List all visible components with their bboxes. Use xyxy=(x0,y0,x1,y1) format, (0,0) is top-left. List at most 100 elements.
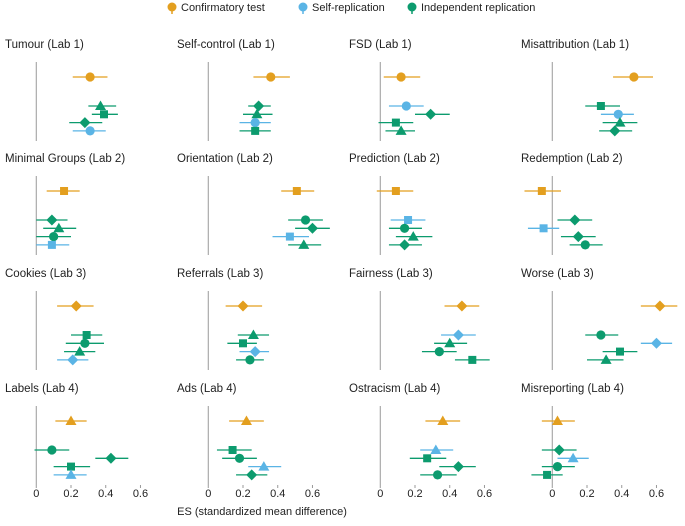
panel-title: Referrals (Lab 3) xyxy=(177,268,263,280)
marker xyxy=(537,187,546,195)
marker xyxy=(80,338,90,348)
marker xyxy=(596,102,605,110)
marker xyxy=(434,347,444,357)
x-tick-label: 0.6 xyxy=(477,488,492,500)
marker xyxy=(47,240,56,249)
marker xyxy=(551,415,563,425)
marker xyxy=(432,470,443,480)
marker xyxy=(47,445,57,455)
legend-label: Self-replication xyxy=(312,2,385,14)
marker xyxy=(49,232,59,242)
marker xyxy=(539,224,548,233)
panel-title: Ostracism (Lab 4) xyxy=(349,383,441,395)
x-tick-label: 0.6 xyxy=(133,488,148,500)
x-tick-label: 0.2 xyxy=(235,488,250,500)
marker xyxy=(53,222,65,233)
marker xyxy=(430,444,442,454)
panel-title: Misattribution (Lab 1) xyxy=(521,39,629,51)
marker xyxy=(572,231,584,243)
marker xyxy=(74,346,86,356)
marker xyxy=(452,329,464,341)
x-tick-label: 0.6 xyxy=(649,488,664,500)
x-tick-label: 0.6 xyxy=(305,488,320,500)
panel-title: FSD (Lab 1) xyxy=(349,39,412,51)
x-tick-label: 0.2 xyxy=(579,488,594,500)
marker xyxy=(391,187,400,195)
marker xyxy=(60,187,69,195)
x-axis-label: ES (standardized mean difference) xyxy=(177,506,347,518)
marker xyxy=(249,346,261,358)
x-tick-label: 0.2 xyxy=(407,488,422,500)
marker xyxy=(250,118,260,128)
panel-title: Minimal Groups (Lab 2) xyxy=(5,153,125,165)
x-tick-label: 0.4 xyxy=(442,488,457,500)
marker xyxy=(82,331,91,339)
x-tick-label: 0.2 xyxy=(63,488,78,500)
marker xyxy=(407,231,419,241)
marker xyxy=(67,462,75,471)
marker xyxy=(234,453,245,463)
marker xyxy=(444,337,456,348)
marker xyxy=(569,214,581,226)
marker xyxy=(245,355,255,365)
marker xyxy=(253,100,265,112)
marker xyxy=(650,337,662,349)
marker xyxy=(437,415,449,425)
marker xyxy=(70,300,82,312)
marker xyxy=(251,108,263,119)
panel-title: Labels (Lab 4) xyxy=(5,383,79,395)
legend-label: Confirmatory test xyxy=(181,2,265,14)
marker xyxy=(396,72,406,82)
x-tick-label: 0 xyxy=(549,488,555,500)
marker xyxy=(67,354,79,366)
marker xyxy=(285,232,294,241)
marker xyxy=(85,72,95,82)
panel-title: Redemption (Lab 2) xyxy=(521,153,623,165)
panel-title: Orientation (Lab 2) xyxy=(177,153,273,165)
marker xyxy=(247,329,259,339)
panel-title: Misreporting (Lab 4) xyxy=(521,383,624,395)
marker xyxy=(266,72,276,82)
marker xyxy=(600,354,612,364)
marker xyxy=(401,101,411,111)
marker xyxy=(596,330,606,340)
marker xyxy=(100,110,108,119)
panel-title: Tumour (Lab 1) xyxy=(5,39,84,51)
marker xyxy=(65,415,77,425)
marker xyxy=(609,125,621,137)
marker xyxy=(543,470,552,479)
panel-title: Prediction (Lab 2) xyxy=(349,153,440,165)
legend-marker xyxy=(298,2,308,12)
marker xyxy=(228,446,237,454)
marker xyxy=(239,339,247,348)
marker xyxy=(553,444,565,456)
legend-marker xyxy=(167,2,177,12)
panel-title: Fairness (Lab 3) xyxy=(349,268,433,280)
marker xyxy=(237,300,249,312)
marker xyxy=(613,109,623,119)
marker xyxy=(391,118,400,127)
marker xyxy=(425,108,437,120)
marker xyxy=(306,222,318,234)
marker xyxy=(468,355,477,364)
marker xyxy=(240,415,252,425)
marker xyxy=(46,214,58,226)
marker xyxy=(456,300,468,312)
x-tick-label: 0.4 xyxy=(270,488,285,500)
marker xyxy=(292,187,301,195)
marker xyxy=(300,215,311,225)
marker xyxy=(105,452,117,464)
marker xyxy=(654,300,666,312)
marker xyxy=(85,126,95,136)
marker xyxy=(629,72,639,82)
x-tick-label: 0.4 xyxy=(614,488,629,500)
marker xyxy=(95,100,107,110)
marker xyxy=(580,240,590,250)
panel-title: Cookies (Lab 3) xyxy=(5,268,86,280)
panel-title: Worse (Lab 3) xyxy=(521,268,594,280)
marker xyxy=(298,239,310,249)
x-tick-label: 0.4 xyxy=(98,488,113,500)
marker xyxy=(399,223,410,233)
